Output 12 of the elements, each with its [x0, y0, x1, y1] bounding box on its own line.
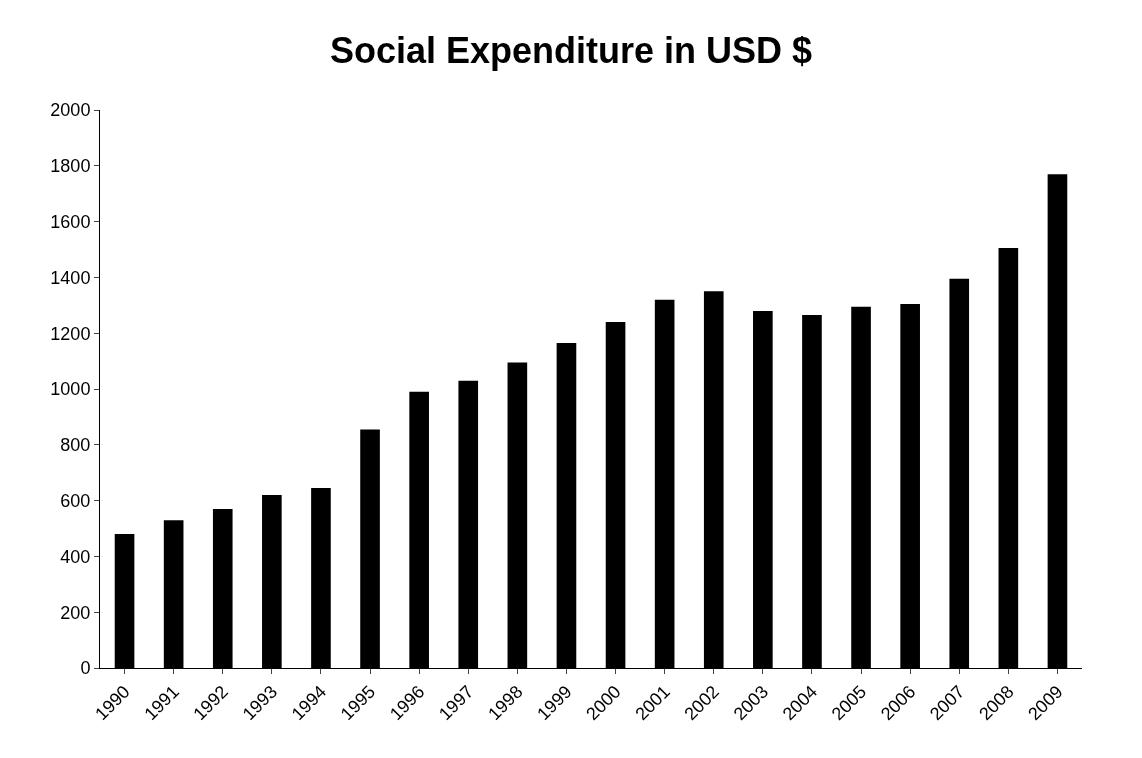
- y-tick-label: 200: [60, 602, 91, 623]
- y-tick-label: 0: [80, 658, 91, 679]
- y-tick-label: 1600: [50, 211, 91, 232]
- chart-title: Social Expenditure in USD $: [329, 30, 813, 72]
- y-tick-label: 1800: [50, 156, 91, 177]
- y-tick-label: 2000: [50, 100, 91, 121]
- y-tick-label: 800: [60, 435, 91, 456]
- y-tick-label: 1200: [50, 323, 91, 344]
- y-tick-label: 1000: [50, 379, 91, 400]
- y-tick-label: 1400: [50, 267, 91, 288]
- y-tick-label: 400: [60, 546, 91, 567]
- y-tick-label: 600: [60, 490, 91, 511]
